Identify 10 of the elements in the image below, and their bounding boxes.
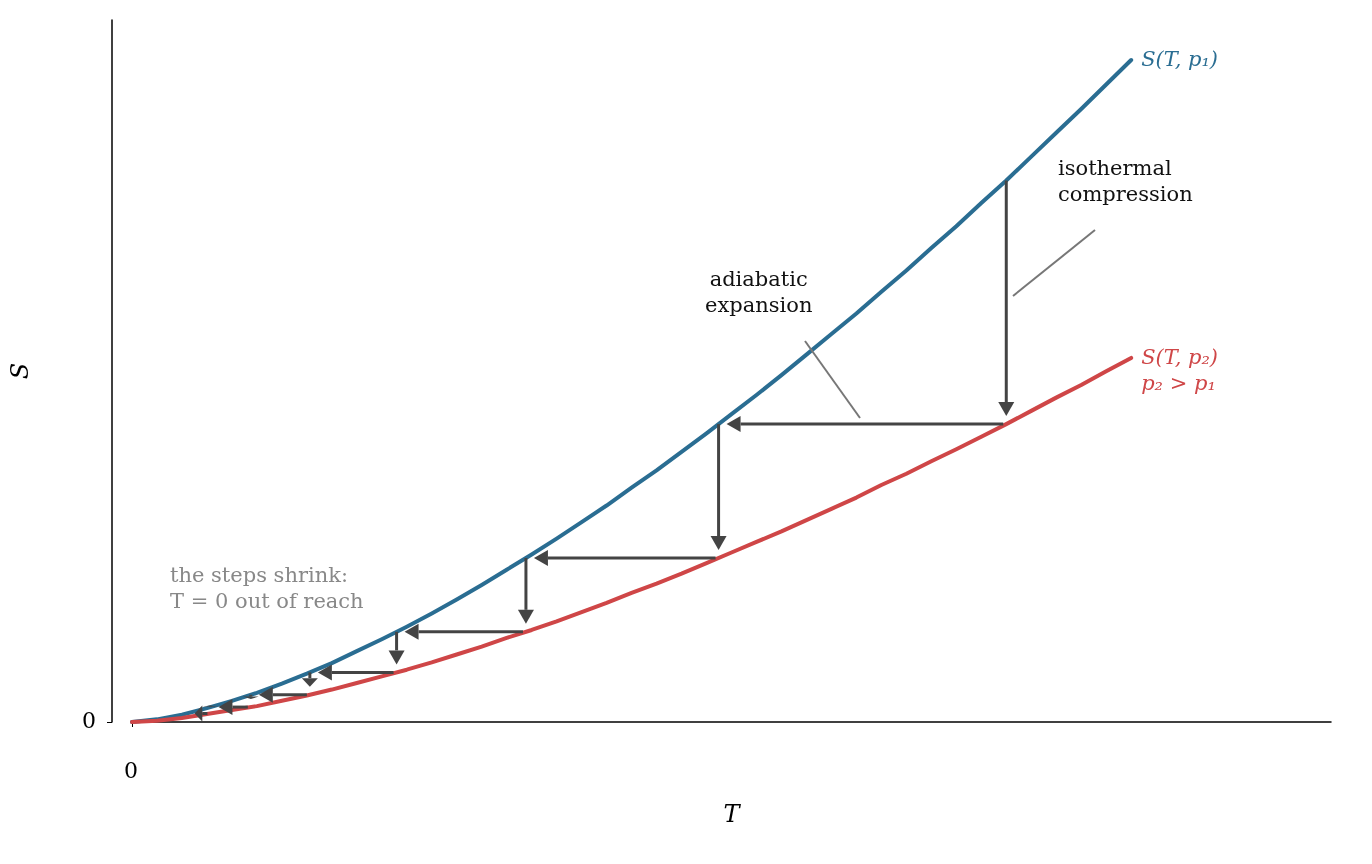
annotation: the steps shrink: T = 0 out of reach [170, 562, 364, 614]
annotation: isothermal compression [1058, 155, 1193, 207]
annotation: p₂ > p₁ [1141, 369, 1216, 396]
text: 0 [124, 758, 138, 784]
series-label: S(T, p₂) [1141, 343, 1219, 370]
y-axis-title: S [6, 362, 34, 380]
x-axis-title: T [723, 800, 742, 828]
annotation: adiabatic expansion [705, 266, 813, 318]
series-label: S(T, p₁) [1141, 46, 1219, 72]
text: 0 [82, 708, 96, 734]
